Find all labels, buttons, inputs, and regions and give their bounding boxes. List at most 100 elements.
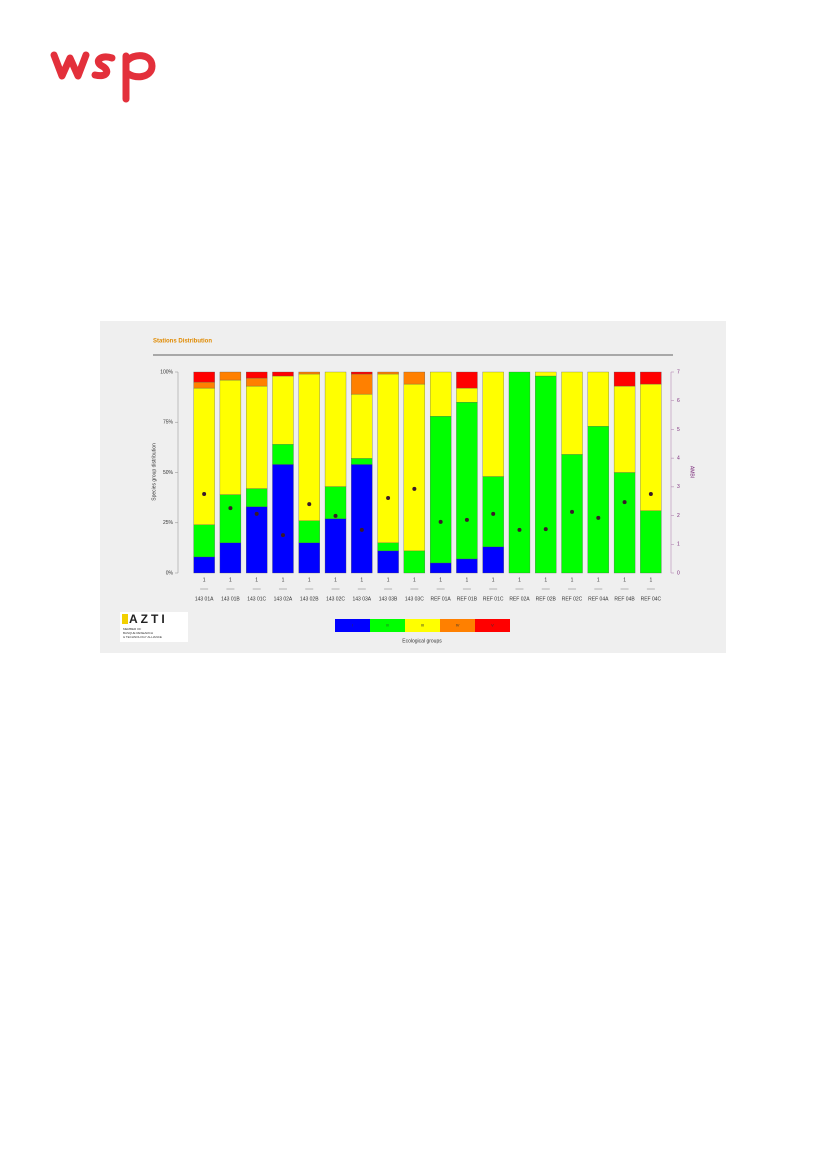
- bar-segment: [377, 373, 399, 544]
- bar-segment: [298, 520, 320, 543]
- x-tick-label: 143 02B: [300, 596, 319, 602]
- y2-tick-label: 3: [677, 484, 680, 490]
- x-group-label: 1: [308, 577, 311, 583]
- x-tick-label: 143 01B: [221, 596, 240, 602]
- bar-segment: [456, 387, 478, 403]
- y-tick-label: 0%: [166, 570, 174, 576]
- logo-s: [91, 53, 116, 80]
- bar-segment: [587, 426, 609, 574]
- x-group-label: 1: [649, 577, 652, 583]
- bar-segment: [403, 371, 426, 385]
- x-group-label: 1: [466, 577, 469, 583]
- bar-segment: [613, 385, 636, 473]
- y2-tick-label: 0: [677, 570, 680, 576]
- ambi-point: [202, 492, 207, 497]
- y2-tick-label: 1: [677, 542, 680, 548]
- x-tick-label: REF 02B: [536, 596, 557, 602]
- logo-mark: [122, 614, 128, 624]
- x-tick-label: REF 04A: [588, 596, 609, 602]
- bar-segment: [219, 494, 242, 543]
- legend-label: III: [421, 623, 424, 628]
- ambi-point: [622, 500, 627, 505]
- ambi-point: [333, 513, 338, 518]
- x-group-label: 1: [623, 577, 626, 583]
- bar-segment: [193, 387, 215, 525]
- bar-segment: [246, 488, 268, 507]
- bar-segment: [246, 506, 268, 574]
- legend-swatch: [370, 619, 405, 632]
- bar-segment: [429, 562, 452, 574]
- bar-segment: [298, 373, 320, 521]
- logo-name: AZTI: [129, 612, 168, 626]
- bar-segment: [613, 371, 636, 387]
- ambi-point: [438, 519, 443, 524]
- x-group-label: 1: [360, 577, 363, 583]
- legend-label: V: [491, 623, 494, 628]
- bar-segment: [456, 558, 478, 574]
- y-tick-label: 75%: [163, 420, 174, 426]
- bar-segment: [403, 383, 426, 552]
- x-group-label: 1: [413, 577, 416, 583]
- bar-segment: [324, 518, 347, 574]
- x-tick-label: 143 03B: [379, 596, 398, 602]
- y2-tick-label: 7: [677, 369, 680, 375]
- bar-segment: [351, 464, 373, 574]
- y-axis-label: Species group distribution: [151, 443, 157, 501]
- x-group-label: 1: [544, 577, 547, 583]
- bar-segment: [246, 371, 268, 379]
- bar-segment: [640, 510, 662, 574]
- bar-segment: [351, 393, 373, 459]
- x-group-label: 1: [282, 577, 285, 583]
- x-tick-label: 143 01C: [247, 596, 266, 602]
- x-tick-label: REF 02C: [562, 596, 583, 602]
- bar-segment: [272, 464, 294, 574]
- bar-segment: [193, 371, 215, 383]
- azti-logo: AZTI MEMBER OF BASQUE RESEARCH & TECHNOL…: [120, 612, 188, 642]
- y2-tick-label: 5: [677, 427, 680, 433]
- legend-swatch: [335, 619, 370, 632]
- ambi-point: [543, 527, 548, 532]
- ambi-point: [386, 496, 391, 501]
- logo-tagline: BASQUE RESEARCH: [123, 631, 153, 635]
- bar-segment: [613, 472, 636, 574]
- y2-tick-label: 2: [677, 513, 680, 519]
- y-tick-label: 100%: [160, 369, 173, 375]
- bar-segment: [324, 371, 347, 487]
- x-tick-label: REF 02A: [509, 596, 530, 602]
- y2-tick-label: 6: [677, 398, 680, 404]
- bar-segment: [219, 542, 242, 574]
- bar-segment: [351, 373, 373, 395]
- bar-segment: [456, 401, 478, 560]
- bar-segment: [272, 444, 294, 465]
- ambi-point: [280, 533, 285, 538]
- bar-segment: [640, 371, 662, 385]
- bar-segment: [219, 371, 242, 381]
- bar-segment: [429, 416, 452, 564]
- ambi-point: [307, 502, 312, 507]
- bar-segment: [272, 371, 294, 377]
- bar-segment: [272, 375, 294, 445]
- y-tick-label: 50%: [163, 470, 174, 476]
- logo-bg: [120, 612, 188, 642]
- bar-segment: [482, 371, 504, 477]
- bar-segment: [587, 371, 609, 427]
- logo-tagline: MEMBER OF: [123, 627, 141, 631]
- bar-segment: [219, 379, 242, 495]
- bar-segment: [298, 371, 320, 375]
- bar-segment: [429, 371, 452, 417]
- bar-segment: [193, 524, 215, 558]
- bar-segment: [377, 371, 399, 375]
- bar-segment: [508, 371, 531, 574]
- ambi-point: [359, 527, 364, 532]
- bar-segment: [246, 377, 268, 387]
- bar-segment: [351, 371, 373, 375]
- bar-segment: [482, 546, 504, 574]
- x-group-label: 1: [597, 577, 600, 583]
- bar-segment: [377, 550, 399, 574]
- x-tick-label: 143 02A: [274, 596, 293, 602]
- bar-segment: [377, 542, 399, 552]
- x-group-label: 1: [334, 577, 337, 583]
- x-group-label: 1: [518, 577, 521, 583]
- x-tick-label: 143 01A: [195, 596, 214, 602]
